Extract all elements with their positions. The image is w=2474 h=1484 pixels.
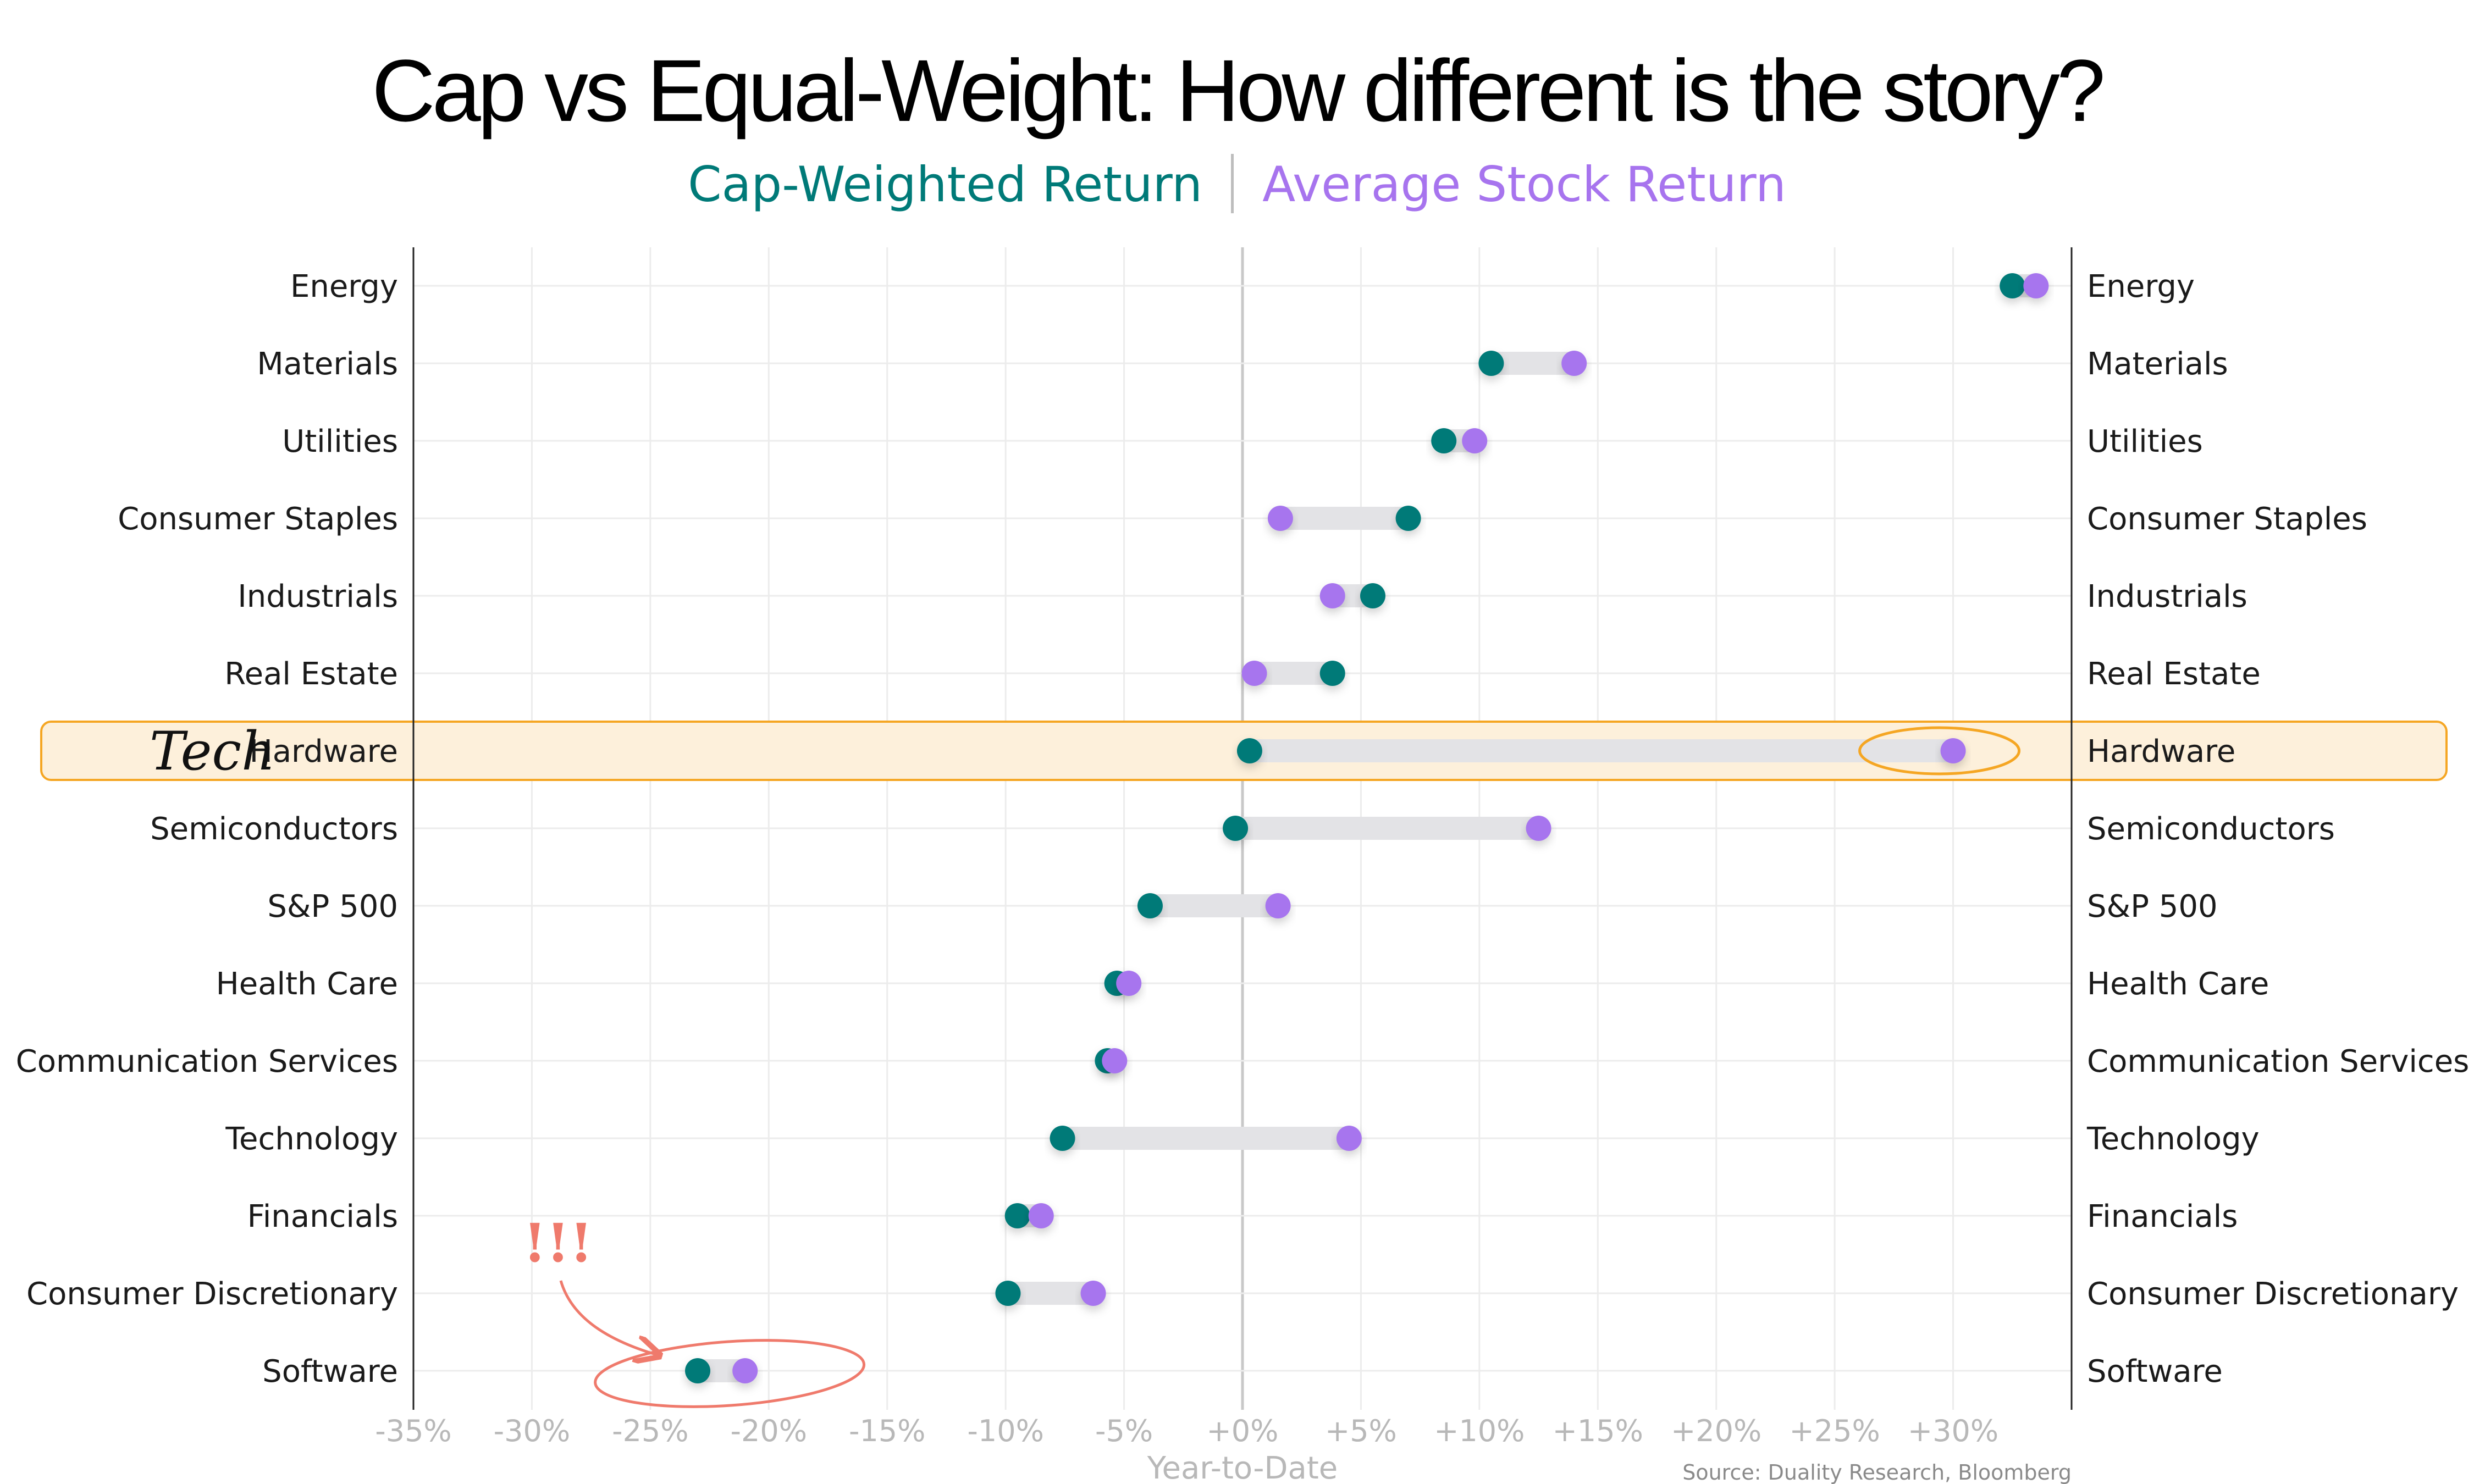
category-label-right: Software	[2087, 1354, 2223, 1389]
category-label-right: Technology	[2086, 1121, 2260, 1157]
category-label-left: Industrials	[238, 579, 398, 614]
category-label-left: Real Estate	[224, 656, 398, 692]
x-tick-label: -35%	[375, 1414, 452, 1448]
category-label-left: Financials	[247, 1199, 398, 1234]
axes	[412, 247, 2073, 1410]
chart-title: Cap vs Equal-Weight: How different is th…	[372, 41, 2106, 140]
average-stock-point	[732, 1358, 758, 1383]
legend-average-stock: Average Stock Return	[1262, 156, 1786, 213]
x-tick-label: -10%	[967, 1414, 1044, 1448]
cap-weighted-point	[1050, 1126, 1075, 1151]
tech-annotation: Tech	[150, 721, 275, 782]
x-tick-label: +15%	[1553, 1414, 1643, 1448]
legend: Cap-Weighted Return Average Stock Return	[0, 154, 2474, 213]
category-label-right: Materials	[2087, 346, 2228, 382]
cap-weighted-point	[685, 1358, 711, 1383]
cap-weighted-point	[1319, 661, 1345, 686]
x-tick-label: +20%	[1671, 1414, 1761, 1448]
cap-weighted-point	[1478, 351, 1504, 376]
x-tick-label: -20%	[731, 1414, 808, 1448]
cap-weighted-point	[1395, 506, 1421, 531]
category-label-right: Financials	[2087, 1199, 2238, 1234]
x-ticks: -35% -30% -25% -20% -15% -10% -5% +0% +5% +10% +15…	[375, 1414, 1998, 1448]
category-label-left: Software	[262, 1354, 398, 1389]
average-stock-point	[1462, 428, 1488, 453]
average-stock-point	[1336, 1126, 1362, 1151]
category-label-left: Communication Services	[16, 1044, 398, 1079]
highlight-circle	[1858, 726, 2021, 776]
category-label-left: Energy	[290, 269, 398, 304]
x-tick-label: -15%	[849, 1414, 926, 1448]
x-tick-label: +30%	[1908, 1414, 1998, 1448]
category-label-left: Health Care	[216, 966, 398, 1002]
legend-separator	[1231, 154, 1234, 213]
category-label-right: Hardware	[2087, 734, 2235, 769]
source-note: Source: Duality Research, Bloomberg	[1682, 1460, 2072, 1484]
category-label-right: Health Care	[2087, 966, 2269, 1002]
average-stock-point	[1028, 1203, 1054, 1228]
x-tick-label: +0%	[1207, 1414, 1279, 1448]
average-stock-point	[1267, 506, 1293, 531]
category-label-right: Semiconductors	[2087, 811, 2335, 847]
cap-weighted-point	[1236, 738, 1262, 763]
category-label-left: Technology	[225, 1121, 398, 1157]
average-stock-point	[1116, 971, 1142, 996]
x-tick-label: -30%	[494, 1414, 571, 1448]
category-label-left: Materials	[257, 346, 398, 382]
average-stock-point	[1102, 1048, 1128, 1073]
cap-weighted-point	[1431, 428, 1457, 453]
labels: Energy Energy Materials Materials Utilities U…	[16, 269, 2470, 1389]
callout-arrow-icon	[559, 1280, 657, 1355]
average-stock-point	[1319, 583, 1345, 608]
category-label-right: Utilities	[2087, 424, 2203, 459]
category-label-right: Communication Services	[2087, 1044, 2469, 1079]
exclamation-annotation: !!!	[523, 1212, 593, 1274]
average-stock-point	[2023, 273, 2049, 298]
category-label-right: Real Estate	[2087, 656, 2261, 692]
cap-weighted-point	[2000, 273, 2025, 298]
average-stock-point	[1080, 1281, 1106, 1306]
legend-cap-weighted: Cap-Weighted Return	[688, 156, 1203, 213]
category-label-right: Consumer Discretionary	[2087, 1276, 2459, 1312]
category-label-right: S&P 500	[2087, 889, 2218, 924]
average-stock-point	[1265, 893, 1291, 918]
category-label-left: Consumer Discretionary	[26, 1276, 398, 1312]
x-tick-label: +5%	[1325, 1414, 1397, 1448]
marks	[594, 273, 2049, 1408]
average-stock-point	[1561, 351, 1587, 376]
category-label-left: Utilities	[282, 424, 398, 459]
category-label-right: Energy	[2087, 269, 2195, 304]
callout-circle	[594, 1339, 866, 1408]
average-stock-point	[1526, 816, 1551, 841]
category-label-right: Industrials	[2087, 579, 2247, 614]
x-tick-label: +25%	[1790, 1414, 1880, 1448]
x-axis-label: Year-to-Date	[1147, 1450, 1338, 1484]
x-tick-label: +10%	[1434, 1414, 1525, 1448]
cap-weighted-point	[995, 1281, 1021, 1306]
x-tick-label: -25%	[612, 1414, 689, 1448]
average-stock-point	[1940, 738, 1966, 763]
x-tick-label: -5%	[1095, 1414, 1153, 1448]
category-label-left: S&P 500	[267, 889, 398, 924]
average-stock-point	[1241, 661, 1267, 686]
cap-weighted-point	[1360, 583, 1385, 608]
category-label-right: Consumer Staples	[2087, 501, 2367, 537]
category-label-left: Hardware	[250, 734, 398, 769]
category-label-left: Consumer Staples	[118, 501, 398, 537]
cap-weighted-point	[1137, 893, 1163, 918]
cap-weighted-point	[1223, 816, 1249, 841]
category-label-left: Semiconductors	[150, 811, 398, 847]
cap-weighted-point	[1004, 1203, 1030, 1228]
